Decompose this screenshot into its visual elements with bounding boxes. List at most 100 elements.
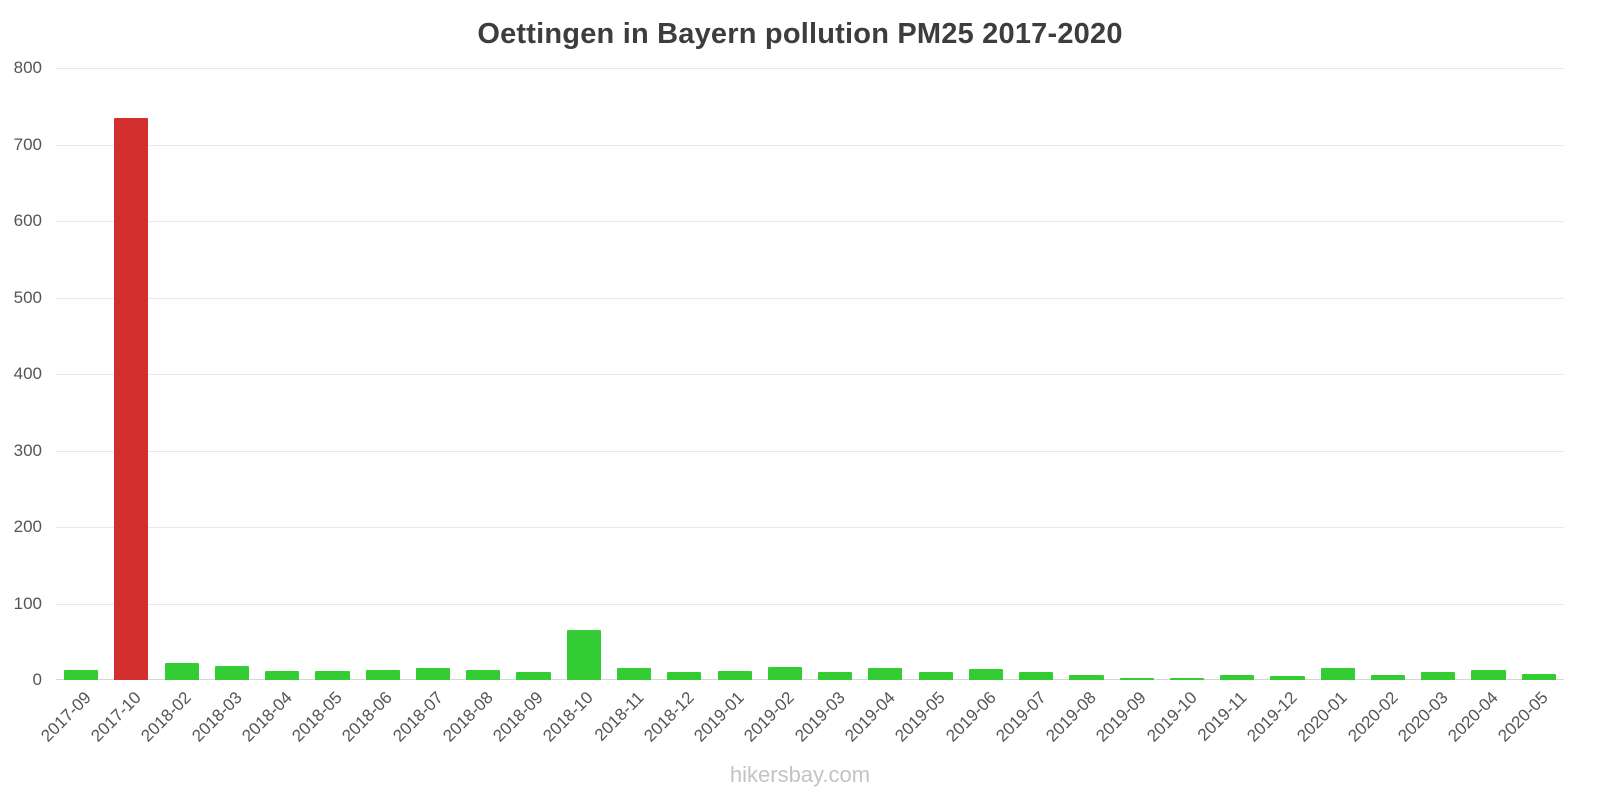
gridline bbox=[56, 68, 1564, 69]
y-tick-label: 700 bbox=[13, 134, 42, 154]
x-tick-label: 2017-10 bbox=[87, 688, 145, 746]
bar-2019-08 bbox=[1069, 675, 1104, 680]
bar-slot bbox=[157, 68, 207, 680]
bar-2019-11 bbox=[1220, 675, 1255, 680]
x-tick-label: 2017-09 bbox=[37, 688, 95, 746]
bar-slot bbox=[1162, 68, 1212, 680]
bar-2020-01 bbox=[1320, 667, 1355, 680]
bar-slot bbox=[307, 68, 357, 680]
x-tick-label: 2019-11 bbox=[1194, 688, 1251, 745]
x-tick-label: 2020-02 bbox=[1343, 688, 1402, 746]
bar-slot bbox=[1413, 68, 1463, 680]
chart-title: Oettingen in Bayern pollution PM25 2017-… bbox=[477, 18, 1123, 50]
bar-slot bbox=[106, 68, 156, 680]
x-tick-label: 2018-02 bbox=[137, 688, 196, 746]
bar-slot bbox=[961, 68, 1011, 680]
y-tick-label: 100 bbox=[13, 593, 42, 613]
bar-slot bbox=[458, 68, 508, 680]
bar-2018-12 bbox=[667, 672, 702, 680]
x-tick-label: 2019-12 bbox=[1243, 688, 1301, 746]
x-tick-label: 2018-12 bbox=[640, 688, 698, 746]
bar-2019-07 bbox=[1019, 672, 1054, 680]
bar-2018-07 bbox=[415, 667, 451, 680]
bar-slot bbox=[609, 68, 659, 680]
x-tick-label: 2018-08 bbox=[439, 688, 497, 746]
x-tick-label: 2019-03 bbox=[791, 688, 849, 746]
bar-slot bbox=[207, 68, 257, 680]
bar-2018-02 bbox=[164, 663, 199, 680]
y-axis: 0 100 200 300 400 500 600 700 800 bbox=[0, 58, 46, 689]
y-tick-label: 400 bbox=[13, 364, 42, 383]
x-tick-label: 2020-04 bbox=[1444, 688, 1503, 746]
bar-2017-09 bbox=[64, 670, 99, 680]
bar-2020-02 bbox=[1370, 675, 1406, 680]
bars-container bbox=[56, 68, 1564, 680]
x-tick-label: 2018-07 bbox=[388, 688, 447, 746]
bar-slot bbox=[760, 68, 810, 680]
bar-2019-04 bbox=[868, 667, 903, 680]
bar-slot bbox=[257, 68, 307, 680]
y-tick-label: 200 bbox=[13, 517, 42, 536]
bar-2018-09 bbox=[516, 671, 551, 680]
bar-2018-03 bbox=[214, 666, 250, 680]
y-tick-label: 800 bbox=[13, 58, 42, 77]
bar-2019-05 bbox=[918, 672, 953, 680]
bar-slot bbox=[1112, 68, 1162, 680]
y-tick-label: 600 bbox=[13, 211, 42, 230]
x-tick-label: 2018-06 bbox=[338, 688, 397, 746]
bar-2018-06 bbox=[365, 670, 400, 680]
x-tick-label: 2018-09 bbox=[489, 688, 547, 746]
bar-slot bbox=[358, 68, 408, 680]
bar-2019-10 bbox=[1169, 678, 1205, 680]
bar-2019-02 bbox=[767, 667, 802, 680]
bar-2017-10 bbox=[114, 117, 149, 680]
bar-2019-03 bbox=[818, 672, 853, 680]
bar-slot bbox=[709, 68, 759, 680]
bar-slot bbox=[1011, 68, 1061, 680]
y-tick-label: 0 bbox=[32, 670, 42, 689]
bar-slot bbox=[1061, 68, 1111, 680]
bar-slot bbox=[1313, 68, 1363, 680]
bar-slot bbox=[860, 68, 910, 680]
bar-slot bbox=[56, 68, 106, 680]
bar-slot bbox=[1463, 68, 1513, 680]
bar-slot bbox=[508, 68, 558, 680]
bar-slot bbox=[1262, 68, 1312, 680]
x-tick-label: 2019-09 bbox=[1092, 688, 1151, 746]
x-tick-label: 2018-11 bbox=[590, 688, 648, 745]
gridline bbox=[56, 679, 1564, 680]
watermark-text: hikersbay.com bbox=[729, 762, 871, 787]
bar-slot bbox=[911, 68, 961, 680]
bar-slot bbox=[659, 68, 709, 680]
x-tick-label: 2019-07 bbox=[992, 688, 1050, 746]
bar-slot bbox=[1212, 68, 1262, 680]
y-tick-label: 500 bbox=[13, 287, 42, 307]
plot-area bbox=[56, 68, 1564, 680]
bar-2020-04 bbox=[1471, 670, 1506, 680]
bar-2019-09 bbox=[1119, 678, 1154, 680]
gridline bbox=[56, 221, 1564, 222]
x-tick-label: 2018-04 bbox=[238, 688, 296, 746]
gridline bbox=[56, 603, 1564, 605]
bar-2019-06 bbox=[968, 669, 1003, 680]
x-tick-label: 2020-01 bbox=[1293, 688, 1352, 746]
x-tick-label: 2019-02 bbox=[740, 688, 799, 746]
bar-2018-05 bbox=[315, 670, 350, 680]
y-tick-label: 300 bbox=[13, 440, 42, 460]
bar-2019-12 bbox=[1270, 676, 1305, 680]
bar-2020-05 bbox=[1521, 673, 1556, 680]
x-tick-label: 2020-05 bbox=[1494, 688, 1553, 746]
x-tick-label: 2019-01 bbox=[690, 688, 749, 746]
bar-2019-01 bbox=[717, 670, 752, 680]
bar-slot bbox=[408, 68, 458, 680]
bar-slot bbox=[1514, 68, 1564, 680]
x-tick-label: 2018-05 bbox=[288, 688, 346, 746]
x-tick-label: 2019-05 bbox=[891, 688, 950, 746]
bar-2018-08 bbox=[466, 670, 501, 680]
x-tick-label: 2018-10 bbox=[539, 688, 598, 746]
bar-2020-03 bbox=[1421, 672, 1456, 680]
x-tick-label: 2018-03 bbox=[187, 688, 246, 746]
bar-2018-10 bbox=[566, 630, 601, 680]
gridline bbox=[56, 374, 1564, 375]
x-tick-label: 2019-10 bbox=[1142, 688, 1201, 746]
